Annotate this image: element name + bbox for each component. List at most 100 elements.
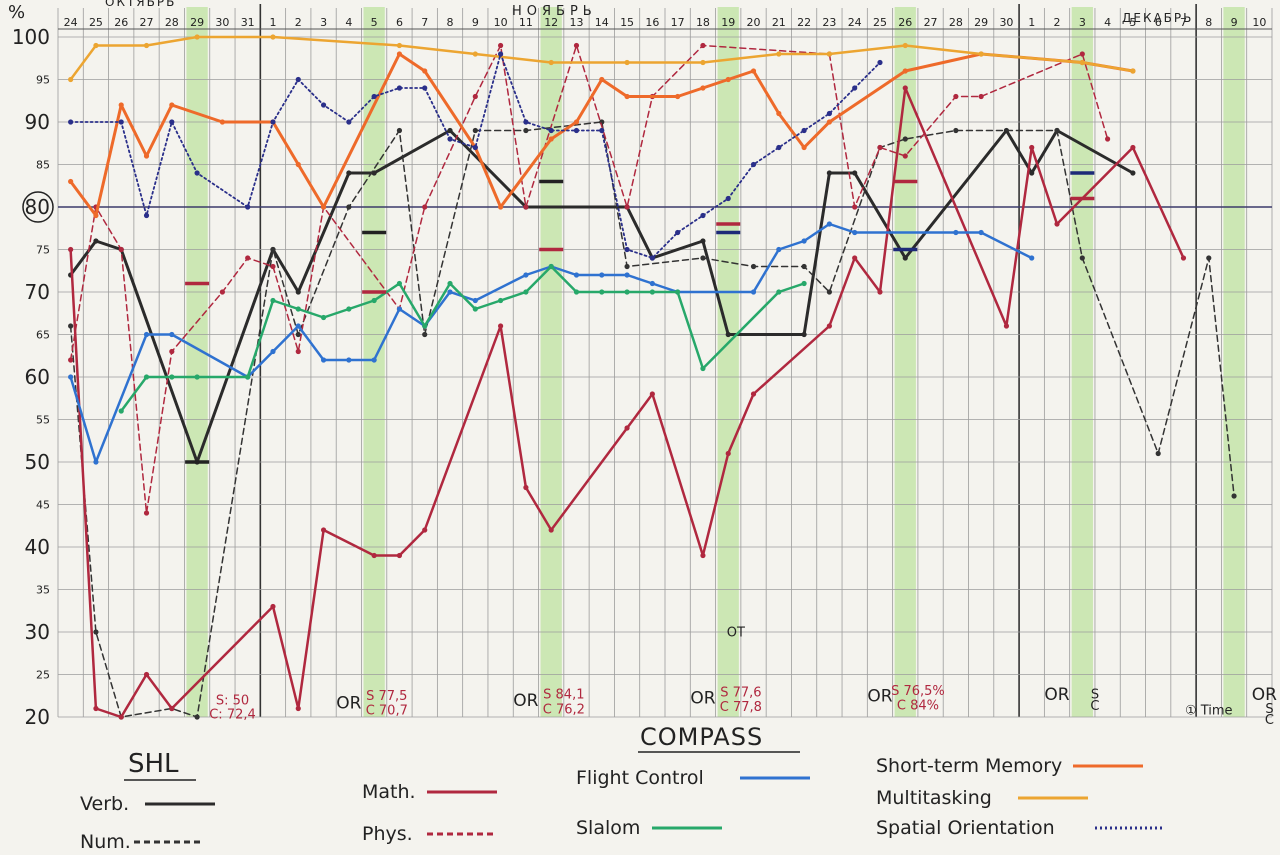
data-point: [801, 238, 807, 244]
data-point: [801, 331, 807, 338]
data-point: [371, 552, 377, 559]
score-annotation: C: 72,4: [209, 708, 256, 723]
y-tick-label: 50: [25, 450, 50, 474]
data-point: [396, 85, 403, 91]
x-tick-label: 21: [772, 16, 786, 29]
data-point: [700, 552, 706, 559]
data-point: [700, 255, 706, 261]
data-point: [700, 238, 706, 244]
data-point: [801, 280, 807, 287]
unit-label: %: [8, 2, 25, 23]
data-point: [295, 331, 301, 338]
data-point: [472, 93, 478, 100]
x-tick-label: 18: [696, 16, 710, 29]
x-tick-label: 30: [215, 16, 229, 29]
x-tick-label: 15: [620, 16, 634, 29]
y-tick-label: 35: [36, 584, 50, 597]
data-point: [346, 170, 352, 176]
weekend-band-4: [894, 7, 916, 717]
x-tick-label: 5: [371, 16, 378, 29]
data-point: [194, 714, 200, 720]
score-annotation: OR: [336, 694, 361, 714]
data-point: [776, 110, 782, 117]
data-point: [826, 221, 832, 227]
data-point: [169, 102, 175, 108]
x-tick-label: 7: [421, 16, 428, 29]
data-point: [877, 59, 883, 66]
data-point: [219, 119, 225, 125]
data-point: [599, 272, 605, 278]
x-tick-label: 3: [320, 16, 327, 29]
x-tick-label: 6: [396, 16, 403, 29]
data-point: [68, 323, 74, 329]
y-tick-label: 30: [25, 620, 50, 644]
series-line-verb: [69, 129, 1135, 464]
x-tick-label: 16: [645, 16, 659, 29]
data-point: [472, 297, 478, 304]
data-point: [776, 289, 782, 295]
data-point: [320, 357, 327, 363]
data-point: [169, 348, 175, 355]
legend-label: Math.: [362, 781, 416, 803]
weekend-band-0: [186, 7, 208, 717]
data-point: [270, 348, 276, 355]
x-tick-label: 5: [1129, 16, 1136, 29]
data-point: [295, 348, 301, 355]
data-point: [978, 93, 984, 100]
legend-label: Num.: [80, 831, 131, 853]
data-point: [599, 76, 605, 83]
data-point: [1054, 221, 1060, 227]
month-label-december: ДЕКАБРЬ: [1122, 11, 1193, 25]
data-point: [93, 459, 99, 465]
data-point: [1079, 51, 1085, 57]
data-point: [750, 68, 757, 74]
score-annotation: OR: [513, 691, 538, 711]
data-point: [68, 178, 74, 185]
data-point: [346, 119, 352, 125]
data-point: [624, 263, 630, 270]
data-point: [700, 85, 706, 91]
data-point: [852, 255, 858, 261]
data-point: [396, 42, 403, 49]
y-tick-label: 65: [36, 329, 50, 342]
y-tick-label: 45: [36, 499, 50, 512]
score-annotations: S: 50C: 72,4 OR S 77,5C 70,7 OR S 84,1C 76,2…: [209, 625, 1277, 728]
shl-title: SHL: [128, 749, 179, 779]
data-point: [346, 357, 352, 363]
data-point: [548, 59, 554, 66]
data-point: [725, 76, 731, 83]
data-point: [624, 246, 630, 253]
data-point: [320, 314, 327, 321]
data-point: [447, 289, 453, 295]
x-tick-label: 9: [472, 16, 479, 29]
data-point: [902, 136, 908, 142]
data-point: [346, 306, 352, 312]
data-point: [143, 153, 150, 159]
data-point: [396, 127, 403, 134]
data-point: [725, 450, 731, 457]
chart-title: COMPASS: [640, 723, 763, 751]
data-point: [472, 127, 478, 134]
data-point: [422, 323, 428, 329]
data-point: [320, 527, 327, 533]
data-point: [396, 306, 403, 312]
month-label-october: ОКТЯБРЬ: [105, 0, 176, 9]
data-point: [573, 289, 580, 295]
x-tick-label: 27: [140, 16, 154, 29]
data-point: [902, 255, 908, 261]
data-point: [1206, 255, 1212, 261]
data-point: [649, 289, 655, 295]
data-point: [599, 127, 605, 134]
data-point: [700, 365, 706, 372]
data-point: [371, 357, 377, 363]
data-point: [624, 93, 630, 100]
data-point: [219, 289, 225, 295]
data-point: [523, 127, 529, 134]
data-point: [700, 42, 706, 49]
data-point: [573, 272, 580, 278]
series-lines: [68, 34, 1237, 720]
data-point: [1054, 127, 1060, 134]
data-point: [1105, 136, 1111, 142]
legend-label: Spatial Orientation: [876, 817, 1055, 839]
x-tick-label: 28: [165, 16, 179, 29]
